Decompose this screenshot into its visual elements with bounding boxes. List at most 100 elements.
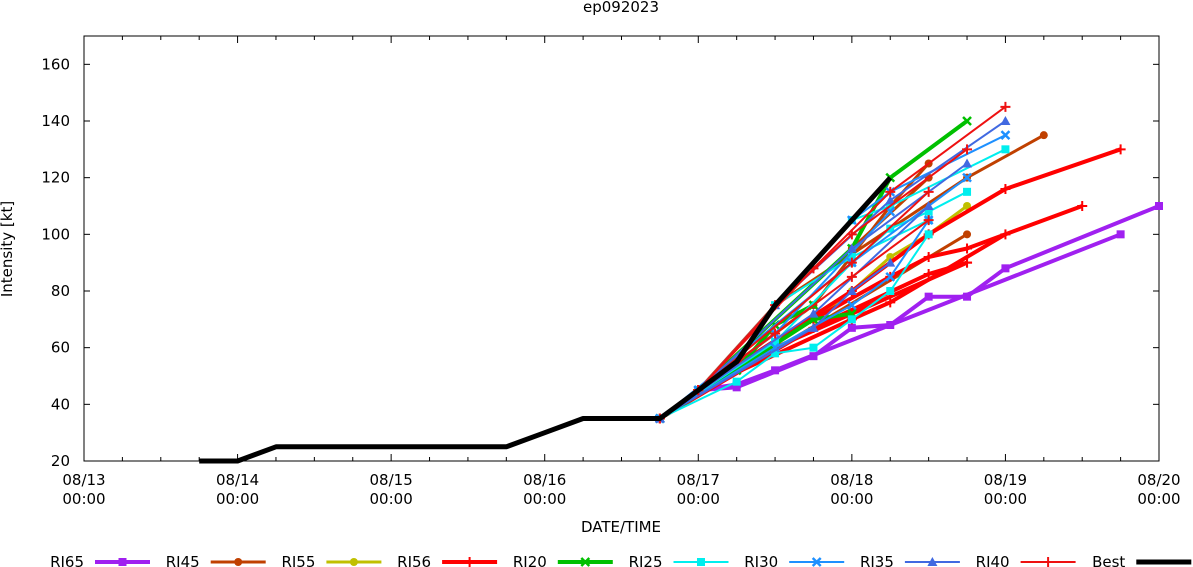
data-point [924, 292, 933, 301]
y-tick-label: 140 [41, 112, 70, 130]
data-point [885, 297, 896, 308]
data-point [885, 257, 896, 267]
data-point [1001, 264, 1010, 273]
data-point [963, 202, 972, 210]
legend-item: RI30 [744, 553, 845, 567]
legend-label: RI65 [50, 553, 84, 567]
legend-item: RI65 [50, 553, 150, 567]
data-point [963, 187, 972, 196]
x-tick-time: 00:00 [830, 490, 873, 508]
y-tick-label: 100 [41, 225, 70, 243]
data-point [771, 349, 780, 358]
data-point [962, 158, 973, 168]
data-point [811, 557, 822, 567]
data-point [234, 558, 243, 566]
x-axis-label: DATE/TIME [581, 518, 661, 536]
x-axis: 08/1300:0008/1400:0008/1500:0008/1600:00… [62, 36, 1181, 508]
series-layer [199, 101, 1163, 464]
data-point [885, 271, 896, 282]
plot-frame [83, 35, 1160, 462]
data-point [580, 557, 591, 567]
data-point [732, 377, 741, 386]
data-point [771, 338, 780, 346]
series-ri56 [654, 144, 1126, 424]
data-point [1039, 131, 1048, 140]
data-point [1043, 557, 1054, 567]
data-point [885, 195, 896, 205]
data-point [1116, 230, 1125, 239]
data-point [924, 230, 933, 239]
data-point [924, 207, 933, 216]
data-point [770, 342, 780, 353]
data-point [847, 253, 856, 261]
legend-label: Best [1092, 553, 1125, 567]
legend-label: RI56 [397, 553, 431, 567]
data-point [846, 257, 857, 268]
legend-label: RI55 [281, 553, 315, 567]
data-point [923, 215, 934, 226]
y-tick-label: 40 [51, 395, 70, 413]
x-tick-date: 08/16 [523, 471, 566, 489]
x-tick-date: 08/13 [62, 471, 105, 489]
legend-item: RI20 [513, 553, 613, 567]
legend-item: RI35 [860, 553, 960, 567]
data-point [1155, 202, 1163, 210]
legend: RI65 RI45 RI55 RI56 RI20 RI25 RI30 RI35 RI40 Best [50, 553, 1192, 567]
data-point [847, 315, 856, 324]
data-point [962, 116, 972, 126]
data-point [697, 558, 705, 566]
x-tick-time: 00:00 [984, 490, 1027, 508]
data-point [1000, 130, 1011, 141]
legend-label: RI20 [513, 553, 547, 567]
data-point [1000, 101, 1011, 112]
data-point [847, 323, 856, 332]
data-point [962, 144, 973, 155]
data-point [846, 300, 857, 311]
data-point [962, 172, 972, 183]
series-line [698, 232, 1122, 393]
data-point [1115, 144, 1126, 155]
y-tick-label: 20 [51, 452, 70, 470]
x-tick-date: 08/17 [677, 471, 720, 489]
legend-label: RI45 [166, 553, 200, 567]
y-tick-label: 60 [51, 339, 70, 357]
legend-label: RI25 [629, 553, 663, 567]
y-axis-label: Intensity [kt] [0, 201, 16, 297]
y-axis: 20 40 60 80 100 120 140 160 [41, 55, 1159, 470]
data-point [962, 257, 973, 268]
x-tick-date: 08/15 [370, 471, 413, 489]
x-tick-time: 00:00 [62, 490, 105, 508]
legend-item: RI25 [629, 553, 729, 567]
x-tick-date: 08/18 [830, 471, 873, 489]
legend-label: RI40 [976, 553, 1010, 567]
data-point [923, 201, 934, 210]
data-point [846, 271, 857, 282]
data-point [846, 286, 857, 295]
data-point [770, 328, 781, 339]
x-tick-time: 00:00 [523, 490, 566, 508]
series-best [199, 176, 893, 464]
data-point [885, 186, 896, 197]
data-point [1077, 201, 1088, 211]
legend-item: RI40 [976, 553, 1076, 567]
x-tick-date: 08/19 [984, 471, 1027, 489]
y-tick-label: 160 [41, 55, 70, 73]
data-point [963, 230, 972, 239]
data-point [808, 308, 819, 318]
data-point [962, 243, 973, 254]
data-point [808, 322, 819, 332]
data-point [927, 557, 938, 566]
data-point [809, 343, 818, 352]
x-tick-time: 00:00 [370, 490, 413, 508]
legend-item: RI56 [397, 553, 498, 567]
series-line [199, 176, 893, 464]
x-tick-time: 00:00 [216, 490, 259, 508]
y-tick-label: 120 [41, 169, 70, 187]
x-tick-date: 08/14 [216, 471, 259, 489]
data-point [846, 243, 857, 253]
data-point [464, 557, 475, 567]
data-point [1001, 145, 1010, 154]
legend-item: RI55 [281, 553, 382, 567]
data-point [118, 558, 127, 566]
